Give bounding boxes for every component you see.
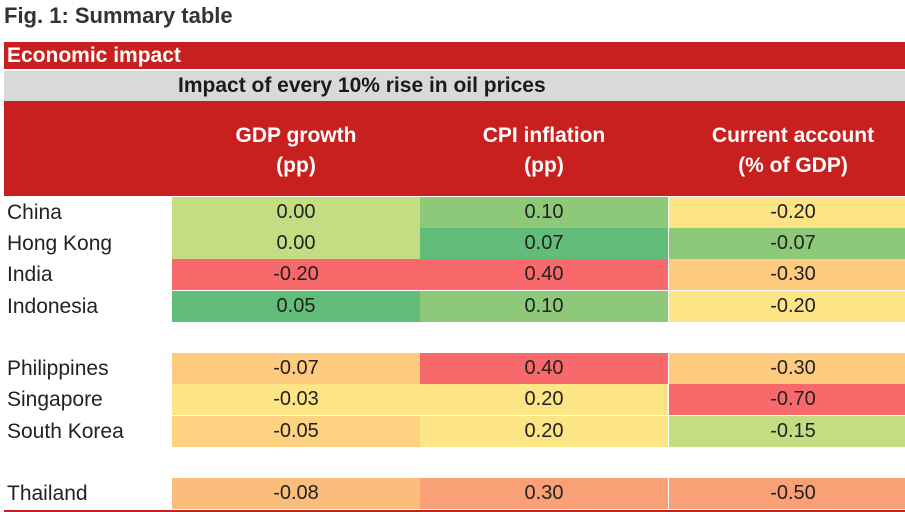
table-cell: -0.15 <box>669 416 905 447</box>
table-row: Philippines -0.07 0.40 -0.30 <box>4 353 905 384</box>
column-header-cpi: CPI inflation (pp) <box>420 121 668 181</box>
table-cell: -0.03 <box>172 384 420 415</box>
figure-title: Fig. 1: Summary table <box>4 3 233 28</box>
table-cell: -0.05 <box>172 416 420 447</box>
table-cell: 0.20 <box>420 416 668 447</box>
row-label: Philippines <box>7 357 109 380</box>
column-header-ca-line1: Current account <box>711 124 875 147</box>
table-cell: 0.20 <box>420 384 668 415</box>
section-title: Economic impact <box>4 42 905 69</box>
table-cell: 0.40 <box>420 353 668 384</box>
table-cell: -0.30 <box>669 353 905 384</box>
table-cell: -0.20 <box>172 259 420 290</box>
table-cell: -0.30 <box>669 259 905 290</box>
table-row: Indonesia 0.05 0.10 -0.20 <box>4 291 905 322</box>
row-label: Hong Kong <box>7 232 113 255</box>
row-label: South Korea <box>7 420 124 443</box>
row-label: Indonesia <box>7 295 99 318</box>
table-cell: -0.07 <box>172 353 420 384</box>
table-cell: -0.07 <box>669 228 905 259</box>
column-header-gdp-line2: (pp) <box>276 154 316 177</box>
table-cell: 0.05 <box>172 291 420 322</box>
row-label: Thailand <box>7 482 88 505</box>
table-cell: 0.40 <box>420 259 668 290</box>
table-cell: 0.30 <box>420 478 668 509</box>
table-row: South Korea -0.05 0.20 -0.15 <box>4 416 905 447</box>
table-cell: -0.08 <box>172 478 420 509</box>
column-header-cpi-line2: (pp) <box>524 154 564 177</box>
row-label: Singapore <box>7 388 103 411</box>
column-header-gdp-line1: GDP growth <box>235 124 357 147</box>
table-row: China 0.00 0.10 -0.20 <box>4 197 905 228</box>
subtitle-band: Impact of every 10% rise in oil prices <box>4 71 905 101</box>
column-header-band: GDP growth (pp) CPI inflation (pp) Curre… <box>4 101 905 196</box>
table-row: India -0.20 0.40 -0.30 <box>4 259 905 290</box>
table-cell: 0.00 <box>172 197 420 228</box>
table-row: Hong Kong 0.00 0.07 -0.07 <box>4 228 905 259</box>
table-cell: -0.50 <box>669 478 905 509</box>
table-cell: -0.20 <box>669 291 905 322</box>
row-label: India <box>7 263 53 286</box>
row-label: China <box>7 201 62 224</box>
column-header-current-account: Current account (% of GDP) <box>669 121 905 181</box>
column-header-ca-line2: (% of GDP) <box>738 154 848 177</box>
table-cell: 0.07 <box>420 228 668 259</box>
table-subtitle: Impact of every 10% rise in oil prices <box>178 74 546 97</box>
column-header-cpi-line1: CPI inflation <box>482 124 606 147</box>
table-cell: 0.00 <box>172 228 420 259</box>
bottom-rule <box>4 510 905 512</box>
table-cell: 0.10 <box>420 291 668 322</box>
table-row: Singapore -0.03 0.20 -0.70 <box>4 384 905 415</box>
table-cell: -0.70 <box>669 384 905 415</box>
column-header-gdp: GDP growth (pp) <box>172 121 420 181</box>
table-cell: 0.10 <box>420 197 668 228</box>
table-row: Thailand -0.08 0.30 -0.50 <box>4 478 905 509</box>
table-cell: -0.20 <box>669 197 905 228</box>
